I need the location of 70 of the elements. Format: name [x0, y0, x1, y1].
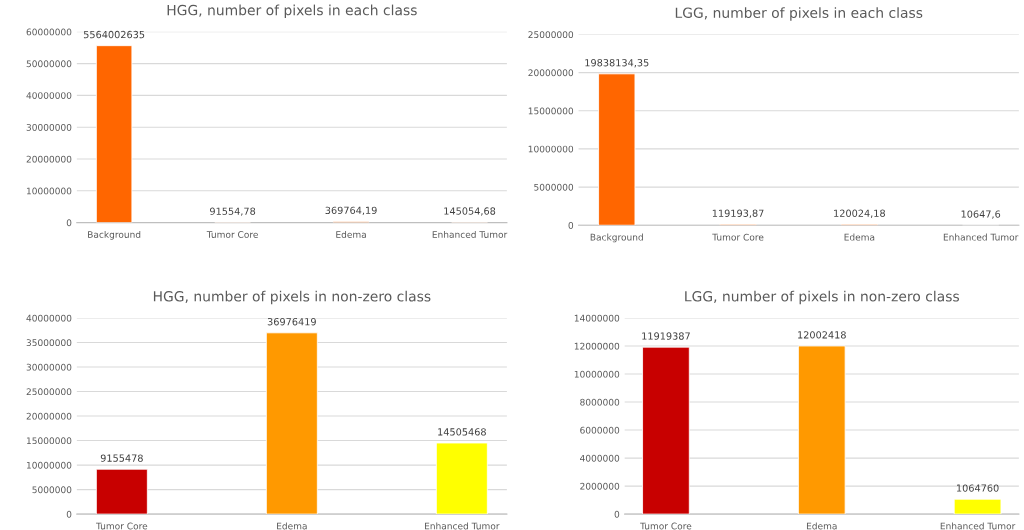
bar	[435, 442, 488, 515]
y-tick-label: 25000000	[528, 31, 574, 39]
x-tick-label: Background	[590, 233, 643, 243]
data-label: 119193,87	[712, 209, 764, 218]
x-tick-label: Enhanced Tumor	[943, 233, 1019, 241]
y-tick-label: 30000000	[26, 363, 72, 371]
y-tick-label: 10000000	[26, 461, 72, 469]
chart-title: HGG, number of pixels in non-zero class	[153, 290, 431, 305]
data-label: 12002418	[798, 331, 846, 339]
x-tick-label: Edema	[277, 522, 307, 530]
bar	[642, 346, 690, 515]
y-tick-label: 6000000	[580, 426, 620, 434]
data-label: 36976419	[267, 318, 316, 326]
y-tick-label: 0	[614, 510, 620, 518]
y-tick-label: 12000000	[574, 342, 620, 350]
y-tick-label: 5000000	[534, 183, 574, 191]
data-label: 11919387	[642, 332, 690, 340]
y-tick-label: 5000000	[32, 486, 72, 494]
y-tick-label: 14000000	[574, 314, 620, 322]
x-tick-label: Enhanced Tumor	[940, 522, 1016, 530]
data-label: 369764,19	[325, 206, 377, 215]
data-label: 10647,6	[961, 210, 1001, 219]
y-tick-label: 0	[568, 221, 574, 229]
bar	[953, 498, 1002, 515]
y-tick-label: 10000000	[528, 145, 574, 153]
y-tick-label: 25000000	[26, 388, 72, 396]
data-label: 91554,78	[210, 207, 256, 216]
y-tick-label: 20000000	[26, 155, 72, 163]
data-label: 120024,18	[834, 209, 885, 218]
x-tick-label: Enhanced Tumor	[432, 230, 508, 238]
y-tick-label: 35000000	[26, 339, 72, 347]
chart-title: HGG, number of pixels in each class	[167, 4, 417, 19]
bar	[265, 332, 318, 515]
y-tick-label: 10000000	[574, 370, 620, 378]
bar	[95, 468, 148, 515]
y-tick-label: 20000000	[26, 412, 72, 420]
y-tick-label: 60000000	[26, 28, 72, 36]
chart-title: LGG, number of pixels in non-zero class	[685, 290, 960, 305]
bar	[797, 345, 846, 515]
data-label: 1064760	[957, 484, 999, 492]
data-label: 145054,68	[444, 207, 496, 216]
x-tick-label: Tumor Core	[712, 233, 764, 241]
x-tick-label: Tumor Core	[95, 522, 148, 530]
x-tick-label: Tumor Core	[640, 522, 692, 530]
y-tick-label: 40000000	[26, 92, 72, 99]
data-label: 14505468	[438, 428, 486, 436]
y-tick-label: 10000000	[26, 187, 72, 195]
y-tick-label: 2000000	[580, 482, 620, 490]
y-tick-label: 20000000	[528, 69, 574, 77]
chart-title: LGG, number of pixels in each class	[675, 7, 923, 21]
y-tick-label: 30000000	[26, 123, 72, 131]
y-tick-label: 0	[66, 219, 72, 227]
x-tick-label: Enhanced Tumor	[425, 522, 500, 530]
x-tick-label: Edema	[806, 522, 837, 530]
y-tick-label: 15000000	[26, 437, 72, 445]
y-tick-label: 50000000	[26, 60, 72, 68]
y-tick-label: 8000000	[580, 398, 620, 406]
data-label: 9155478	[100, 454, 143, 462]
bar	[95, 45, 133, 223]
y-tick-label: 4000000	[580, 454, 620, 462]
y-tick-label: 0	[66, 510, 72, 518]
y-tick-label: 15000000	[528, 107, 574, 115]
x-tick-label: Edema	[844, 233, 875, 241]
y-tick-label: 40000000	[26, 314, 72, 322]
data-label: 19838134,35	[585, 59, 649, 68]
x-tick-label: Edema	[336, 230, 366, 238]
annotation: 5564002635	[83, 30, 145, 39]
bar	[598, 73, 636, 226]
x-tick-label: Background	[88, 230, 141, 240]
x-tick-label: Tumor Core	[206, 231, 258, 238]
